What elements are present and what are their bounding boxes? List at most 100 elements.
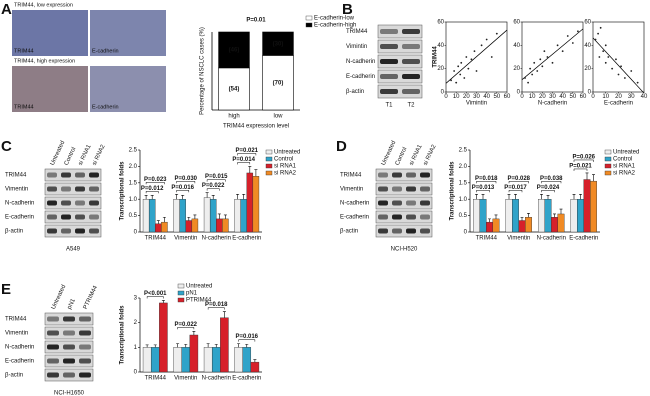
image-caption: TRIM44, low expression [14, 2, 73, 8]
legend-swatch [177, 290, 185, 296]
bar [473, 198, 480, 233]
y-tick-label: 1.5 [459, 180, 468, 186]
bar-segment [218, 31, 250, 69]
blot-band [63, 358, 75, 364]
point [536, 70, 539, 72]
x-tick-label: E-cadherin [232, 376, 261, 382]
cell-line: A549 [66, 247, 81, 253]
y-tick-label: 0 [441, 90, 445, 96]
significance-bracket [206, 188, 220, 191]
blot-band [79, 316, 91, 322]
cell-line: NCI-H520 [391, 247, 418, 253]
bar [173, 198, 180, 233]
p-value: P=0.021 [569, 164, 592, 170]
blot-band [47, 358, 59, 364]
blot-strip [44, 168, 102, 182]
blot-band [47, 214, 57, 220]
blot-band [406, 172, 416, 178]
y-tick-label: 0.5 [129, 213, 138, 219]
x-tick-label: 20 [463, 94, 470, 100]
significance-bracket [573, 159, 594, 162]
blot-band [406, 200, 416, 206]
blot-band [392, 186, 402, 192]
error-bar [206, 343, 210, 348]
blot-row-label: β-actin [346, 89, 364, 95]
x-tick-label: low [273, 114, 283, 120]
legend-label: si RNA2 [613, 171, 636, 177]
p-value: P=0.018 [205, 302, 228, 308]
blot-band [420, 228, 430, 234]
x-axis-label: E-cadherin [604, 101, 633, 107]
x-tick-label: Vimentin [507, 236, 530, 242]
bar [525, 217, 532, 233]
x-tick-label: 0 [520, 94, 524, 100]
bar-segment [262, 55, 294, 111]
point [527, 81, 529, 84]
blot-strip [44, 196, 102, 210]
point [571, 42, 574, 44]
bar [551, 217, 558, 233]
blot-band [392, 228, 402, 234]
point [453, 70, 456, 72]
blot-strip [375, 210, 433, 224]
error-bar [184, 344, 188, 348]
bar [250, 361, 260, 373]
error-bar [162, 216, 166, 223]
point [480, 44, 483, 47]
panel-letter: D [336, 138, 347, 155]
bar [583, 179, 591, 233]
bar [191, 218, 199, 233]
error-bar [245, 344, 249, 348]
bar [538, 198, 545, 233]
chart-title: P=0.01 [246, 18, 266, 24]
legend-label: pN1 [186, 291, 198, 297]
legend-label: Untreated [613, 150, 639, 156]
y-tick-label: 2.0 [459, 164, 468, 170]
bar [557, 213, 565, 233]
error-bar [254, 169, 258, 177]
blot-column-label: Control [395, 146, 409, 166]
point [617, 73, 620, 76]
blot-band [378, 172, 388, 178]
significance-bracket [206, 179, 226, 182]
blot-band [75, 172, 85, 178]
legend-swatch [604, 170, 612, 176]
blot-strip [377, 69, 423, 84]
blot-band [75, 228, 85, 234]
bar [246, 172, 254, 233]
legend-label: Control [274, 157, 293, 163]
blot-column-label: si RNA1 [409, 143, 424, 166]
point [470, 58, 473, 61]
bar [203, 347, 213, 373]
significance-bracket [146, 296, 164, 299]
error-bar [205, 192, 209, 198]
blot-band [402, 74, 420, 79]
error-bar [192, 331, 196, 335]
significance-bracket [177, 327, 195, 330]
blot-band [406, 214, 416, 220]
blot-band [380, 89, 398, 94]
blot-strip [375, 168, 433, 182]
point [485, 38, 488, 41]
blot-column-label: T1 [385, 103, 393, 109]
bar [590, 180, 597, 233]
fit-line [445, 29, 508, 84]
significance-bracket [508, 181, 529, 184]
y-tick-label: 2.5 [459, 148, 468, 154]
point [604, 44, 607, 47]
x-tick-label: 30 [628, 94, 635, 100]
bar [512, 198, 519, 233]
error-bar [546, 194, 550, 200]
y-tick-label: 2 [134, 320, 138, 326]
blot-band [47, 372, 59, 378]
blot-column-label: si RNA2 [92, 143, 107, 166]
legend-swatch [177, 297, 185, 303]
blot-band [392, 214, 402, 220]
y-tick-label: 20 [584, 66, 591, 72]
bar [252, 176, 260, 233]
error-bar [222, 311, 226, 318]
legend-swatch [604, 156, 612, 162]
x-tick-label: Vimentin [174, 376, 197, 382]
blot-band [378, 200, 388, 206]
bar [211, 347, 221, 373]
